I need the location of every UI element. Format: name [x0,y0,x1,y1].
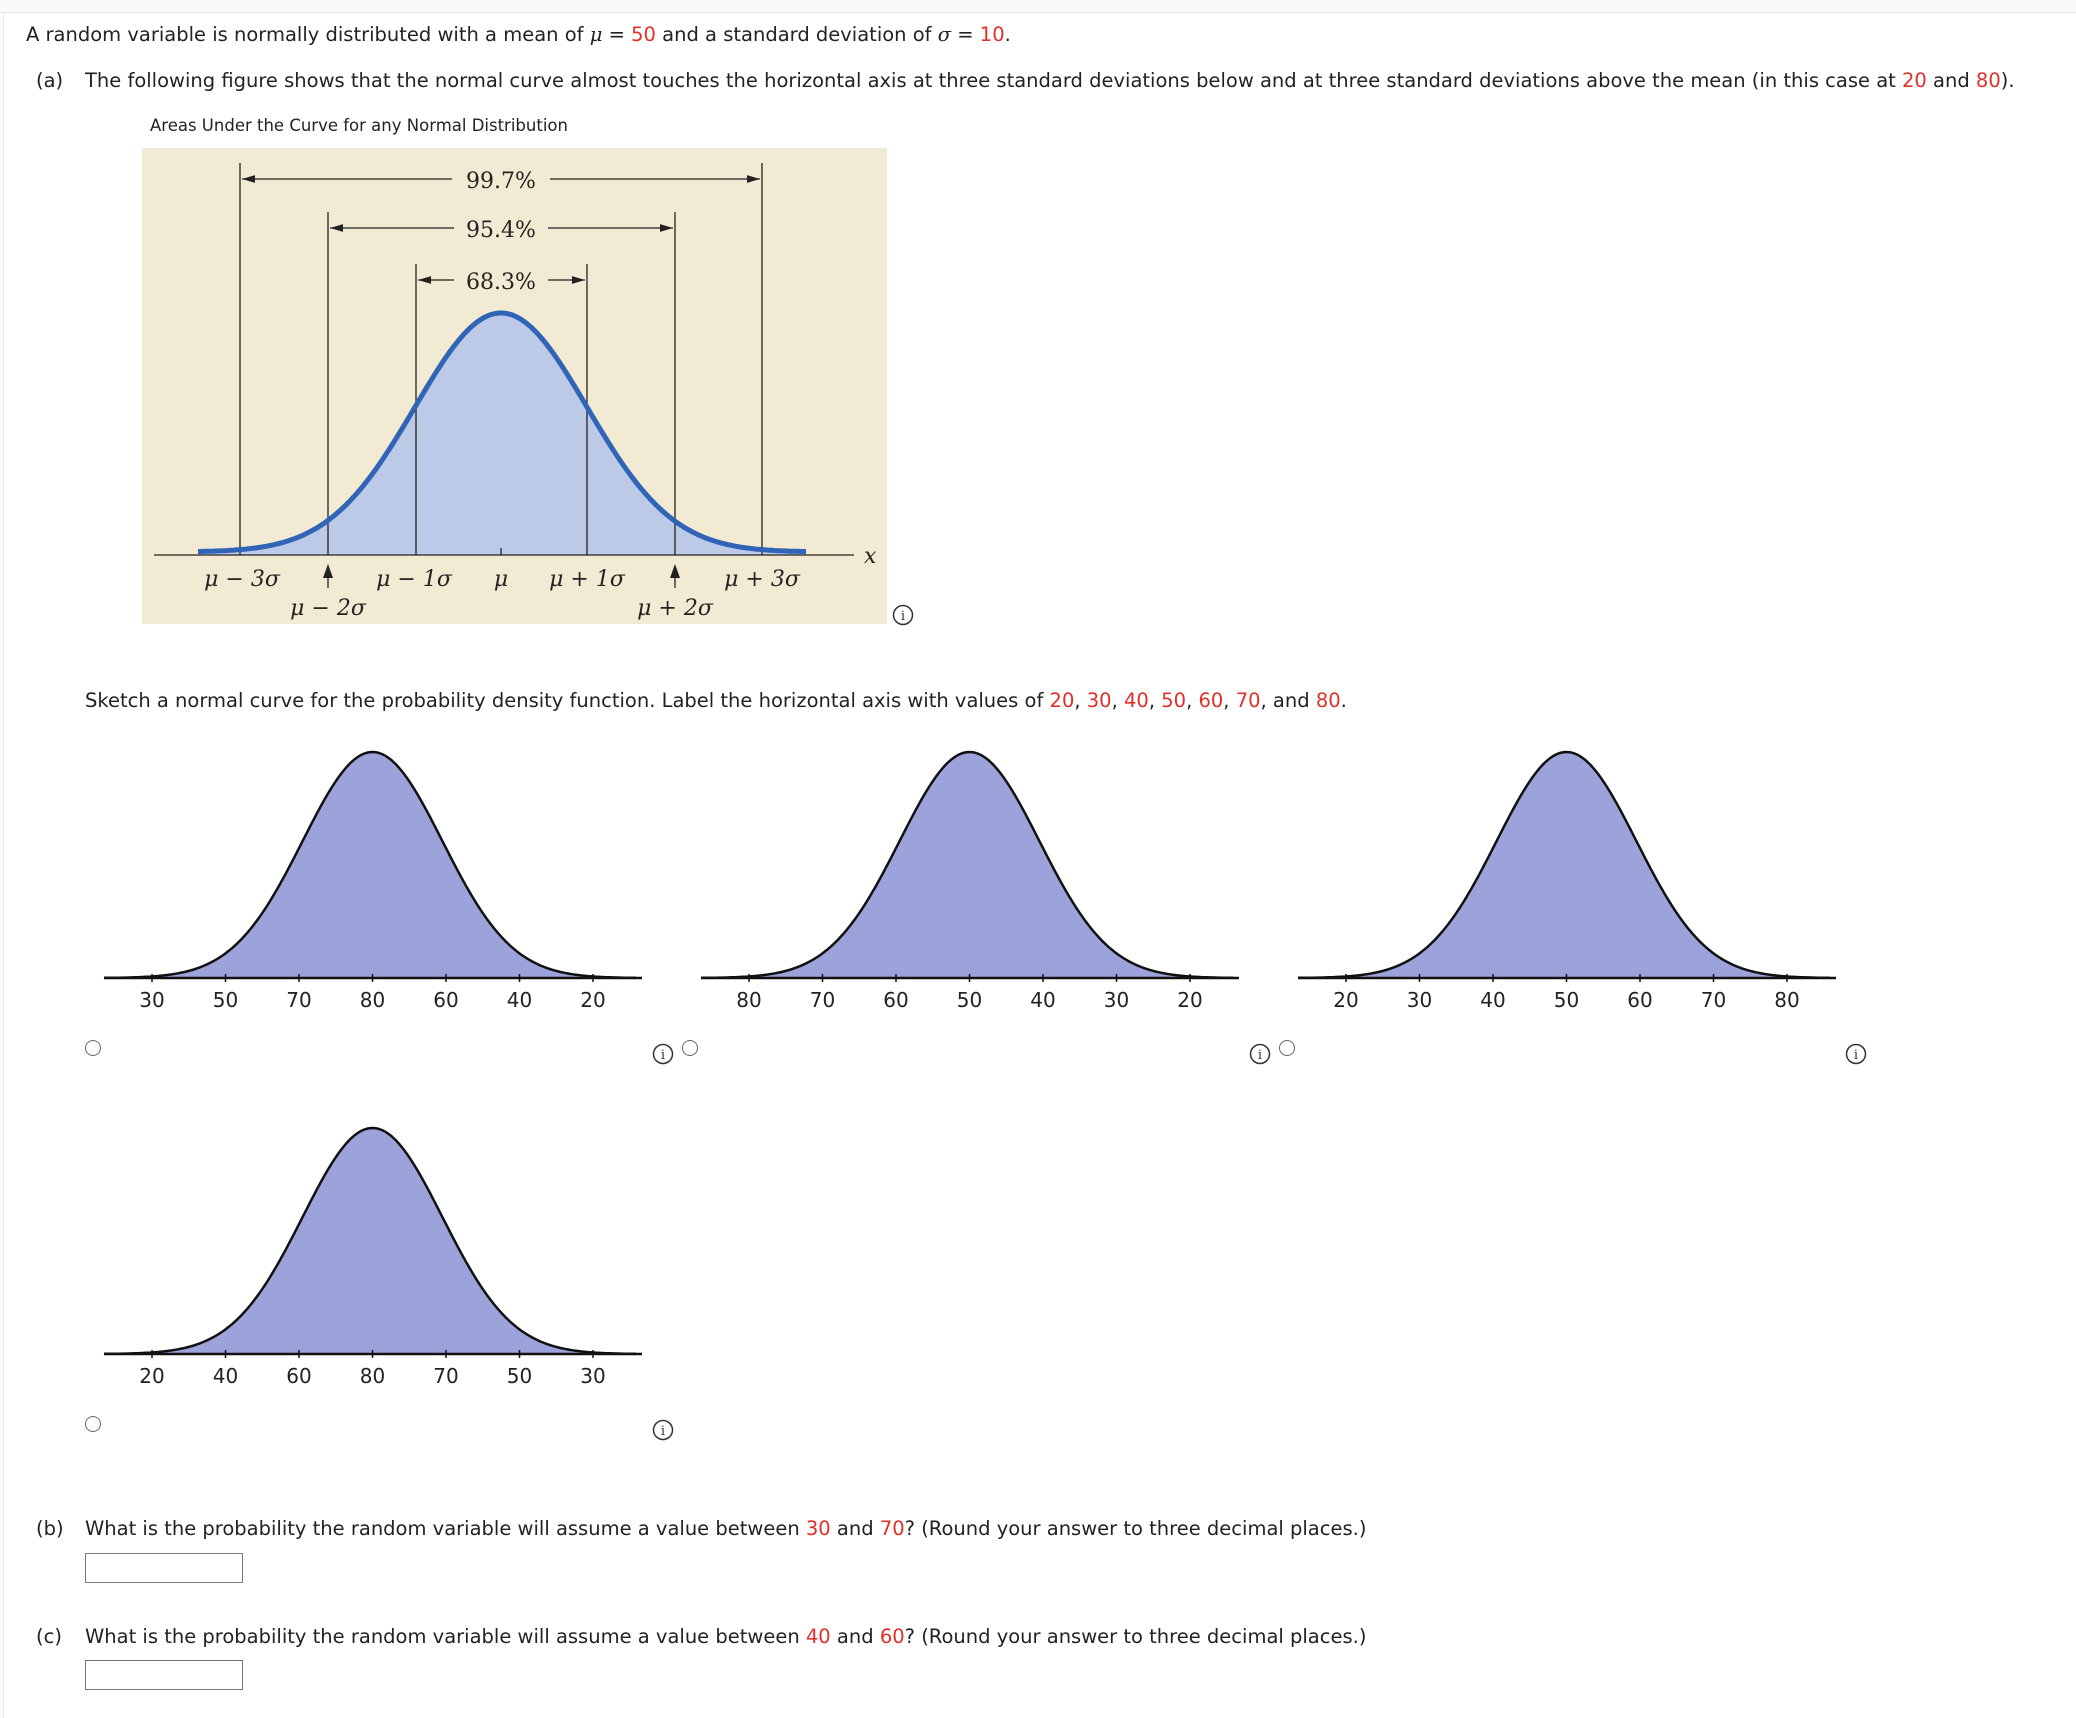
option-axis-label: 20 [139,1364,164,1388]
option-4-info-icon[interactable]: i [652,1419,674,1441]
page-top-border [0,0,2076,13]
figure-axis-var: x [864,544,877,569]
label-mu: μ [494,567,508,592]
option-axis-label: 60 [1627,988,1652,1012]
option-curve [103,750,636,980]
svg-text:i: i [661,1424,665,1439]
normal-areas-figure: x 99.7% 95.4% 68.3% μ − 3σ μ − 2σ μ − 1σ… [142,148,887,624]
svg-text:i: i [661,1048,665,1063]
page-left-border [3,12,4,1718]
option-4-graph: 20 40 60 80 70 50 30 [103,1126,642,1388]
option-axis-label: 50 [213,988,238,1012]
option-axis-label: 30 [1104,988,1129,1012]
sketch-prompt: Sketch a normal curve for the probabilit… [85,689,1347,712]
problem-intro: A random variable is normally distribute… [26,23,1011,46]
figure-info-icon[interactable]: i [892,604,914,626]
option-curve-fill [701,752,1233,978]
option-axis-label: 50 [507,1364,532,1388]
option-axis-label: 30 [580,1364,605,1388]
option-2-radio[interactable] [682,1040,698,1056]
option-axis-label: 60 [433,988,458,1012]
option-3-graph: 20 30 40 50 60 70 80 [1297,750,1836,1012]
option-axis-label: 30 [1407,988,1432,1012]
option-curve [103,1126,636,1356]
part-a-question: The following figure shows that the norm… [85,69,2015,92]
svg-text:i: i [1854,1048,1858,1063]
option-axis-label: 40 [213,1364,238,1388]
part-b-question: What is the probability the random varia… [85,1517,1367,1540]
figure-area-fill [198,313,806,555]
option-1-radio[interactable] [85,1040,101,1056]
part-b-tag: (b) [36,1517,64,1540]
option-4-radio[interactable] [85,1416,101,1432]
option-axis-label: 70 [286,988,311,1012]
option-1-graph: 30 50 70 80 60 40 20 [103,750,642,1012]
option-axis-label: 60 [883,988,908,1012]
option-curve [1297,750,1830,980]
option-3-radio[interactable] [1279,1040,1295,1056]
option-axis-label: 40 [507,988,532,1012]
option-curve-fill [104,752,636,978]
part-c-tag: (c) [36,1625,62,1648]
option-curve-fill [104,1128,636,1354]
option-axis-label: 50 [957,988,982,1012]
option-axis-label: 20 [1177,988,1202,1012]
part-c-answer-input[interactable] [85,1660,243,1690]
part-b-answer-input[interactable] [85,1553,243,1583]
option-2-graph: 80 70 60 50 40 30 20 [700,750,1239,1012]
option-axis-label: 70 [433,1364,458,1388]
option-curve [700,750,1233,980]
label-mu-minus-3sigma: μ − 3σ [204,567,281,592]
pct-954-label: 95.4% [466,218,536,243]
label-mu-plus-3sigma: μ + 3σ [724,567,801,592]
option-axis-label: 30 [139,988,164,1012]
option-axis-label: 70 [810,988,835,1012]
pct-683-label: 68.3% [466,270,536,295]
label-mu-minus-1sigma: μ − 1σ [376,567,453,592]
option-axis-label: 20 [1333,988,1358,1012]
part-a-tag: (a) [36,69,64,92]
label-mu-plus-2sigma: μ + 2σ [637,596,714,621]
option-axis-label: 40 [1480,988,1505,1012]
option-axis-label: 80 [360,1364,385,1388]
option-axis-label: 20 [580,988,605,1012]
part-c-question: What is the probability the random varia… [85,1625,1367,1648]
option-axis-label: 70 [1701,988,1726,1012]
option-axis-label: 80 [1774,988,1799,1012]
normal-areas-svg: x 99.7% 95.4% 68.3% μ − 3σ μ − 2σ μ − 1σ… [154,163,877,621]
label-mu-minus-2sigma: μ − 2σ [290,596,367,621]
svg-text:i: i [1258,1048,1262,1063]
option-3-info-icon[interactable]: i [1845,1043,1867,1065]
svg-text:i: i [901,609,905,624]
figure-normal-curve [198,310,807,555]
option-axis-label: 80 [360,988,385,1012]
option-axis-label: 60 [286,1364,311,1388]
pct-997-label: 99.7% [466,169,536,194]
label-mu-plus-1sigma: μ + 1σ [549,567,626,592]
option-curve-fill [1298,752,1830,978]
figure-caption: Areas Under the Curve for any Normal Dis… [150,116,568,135]
option-axis-label: 40 [1030,988,1055,1012]
option-2-info-icon[interactable]: i [1249,1043,1271,1065]
option-1-info-icon[interactable]: i [652,1043,674,1065]
option-axis-label: 50 [1554,988,1579,1012]
option-axis-label: 80 [736,988,761,1012]
